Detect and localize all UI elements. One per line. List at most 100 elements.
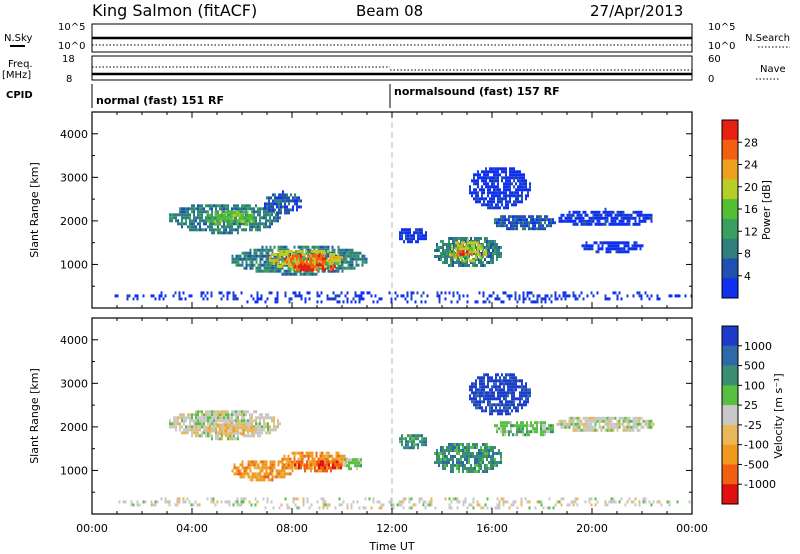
data-cell [530, 221, 532, 225]
data-cell [218, 423, 221, 427]
data-cell [456, 443, 458, 446]
data-cell [193, 207, 195, 211]
data-cell [399, 234, 401, 238]
data-cell [491, 167, 493, 171]
data-cell [490, 464, 492, 467]
data-cell [570, 416, 573, 420]
data-cell [343, 266, 346, 270]
data-cell [223, 228, 225, 232]
data-cell [583, 244, 586, 248]
data-cell [515, 388, 517, 392]
data-cell [286, 193, 288, 197]
data-cell [294, 199, 296, 203]
data-cell [519, 176, 521, 180]
data-cell [193, 425, 195, 429]
data-cell [239, 463, 242, 467]
data-cell [450, 255, 452, 258]
data-cell [285, 272, 288, 276]
data-cell [269, 210, 271, 214]
data-cell [492, 446, 494, 449]
data-cell [347, 266, 350, 270]
data-cell [444, 497, 447, 501]
data-cell [482, 506, 485, 510]
data-cell [584, 428, 587, 432]
cpid-mode-1: normal (fast) 151 RF [96, 94, 224, 107]
data-cell [448, 291, 451, 295]
data-cell [590, 210, 593, 214]
data-cell [267, 213, 269, 217]
data-cell [474, 461, 476, 464]
data-cell [254, 497, 257, 501]
data-cell [594, 210, 597, 214]
data-cell [296, 265, 298, 269]
data-cell [498, 221, 500, 225]
data-cell [617, 241, 620, 245]
data-cell [436, 246, 438, 249]
data-cell [487, 194, 489, 198]
data-cell [594, 503, 597, 507]
data-cell [292, 196, 294, 200]
data-cell [621, 250, 624, 254]
data-cell [494, 218, 496, 222]
data-cell [509, 185, 511, 189]
data-cell [345, 257, 348, 261]
data-cell [219, 416, 221, 420]
data-cell [348, 464, 350, 468]
data-cell [332, 291, 335, 295]
data-cell [448, 461, 450, 464]
data-cell [523, 179, 525, 183]
data-cell [191, 413, 193, 417]
data-cell [274, 297, 277, 301]
data-cell [343, 454, 346, 458]
data-cell [615, 241, 618, 245]
data-cell [446, 249, 448, 252]
data-cell [248, 429, 251, 433]
data-cell [239, 222, 241, 226]
data-cell [483, 376, 485, 380]
data-cell [633, 241, 636, 245]
data-cell [494, 452, 496, 455]
data-cell [507, 400, 509, 404]
data-cell [178, 294, 181, 298]
data-cell [544, 424, 546, 428]
data-cell [232, 294, 235, 298]
data-cell [276, 300, 279, 304]
nave-tick-top: 60 [708, 54, 721, 65]
ytick-label: 2000 [60, 215, 88, 228]
data-cell [502, 421, 504, 425]
data-cell [341, 256, 343, 259]
data-cell [275, 266, 278, 270]
data-cell [257, 222, 259, 226]
data-cell [337, 263, 340, 267]
data-cell [564, 419, 567, 423]
data-cell [527, 388, 529, 392]
data-cell [514, 433, 516, 437]
data-cell [209, 204, 211, 208]
data-cell [499, 206, 501, 210]
data-cell [269, 222, 271, 226]
data-cell [353, 251, 356, 255]
data-cell [444, 249, 446, 252]
data-cell [477, 191, 479, 195]
data-cell [519, 394, 521, 398]
data-cell [608, 428, 611, 432]
data-cell [505, 191, 507, 195]
data-cell [233, 257, 236, 261]
data-cell [536, 297, 539, 301]
data-cell [277, 213, 279, 217]
data-cell [199, 210, 201, 214]
data-cell [237, 434, 239, 438]
data-cell [516, 433, 518, 437]
data-cell [454, 464, 456, 467]
data-cell [552, 506, 555, 510]
data-cell [515, 397, 517, 401]
data-cell [322, 257, 324, 261]
data-cell [333, 269, 336, 273]
data-cell [492, 449, 494, 452]
data-cell [211, 225, 213, 229]
data-cell [470, 237, 472, 240]
data-cell [472, 497, 475, 501]
data-cell [134, 294, 137, 298]
data-cell [230, 423, 233, 427]
data-cell [466, 294, 469, 298]
